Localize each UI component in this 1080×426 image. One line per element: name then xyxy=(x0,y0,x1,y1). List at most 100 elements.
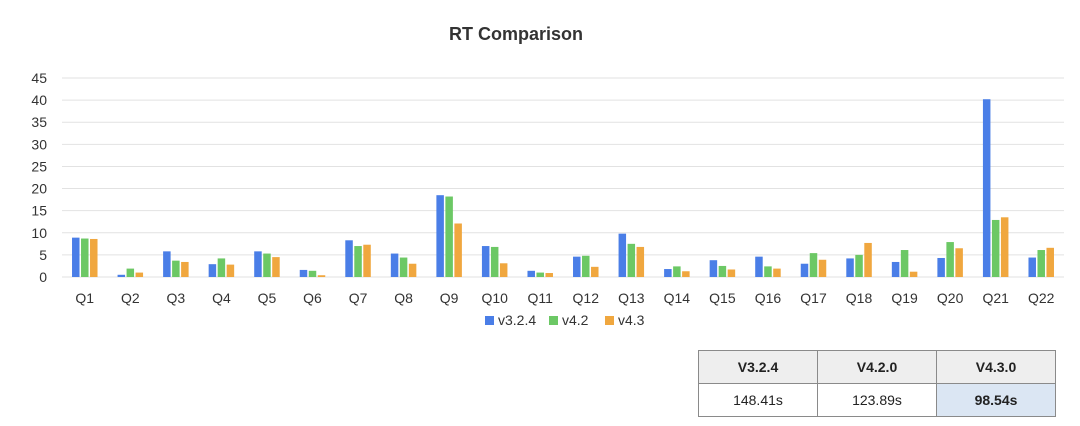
x-tick-label: Q22 xyxy=(1028,290,1055,306)
bar xyxy=(135,272,144,277)
bar xyxy=(226,264,235,277)
bar xyxy=(591,266,599,277)
bar xyxy=(445,196,453,277)
summary-header-row: V3.2.4 V4.2.0 V4.3.0 xyxy=(698,350,1056,384)
bar xyxy=(627,243,636,277)
bar xyxy=(263,253,271,277)
x-tick-label: Q19 xyxy=(891,290,918,306)
bar xyxy=(208,264,217,277)
bar xyxy=(909,271,918,277)
legend: v3.2.4 v4.2 v4.3 xyxy=(485,312,645,328)
bar xyxy=(773,268,781,277)
x-tick-label: Q7 xyxy=(349,290,368,306)
x-tick-label: Q21 xyxy=(982,290,1009,306)
bar xyxy=(809,253,818,277)
bar xyxy=(1046,247,1054,277)
bar xyxy=(900,250,909,277)
bar xyxy=(454,223,462,277)
y-tick-label: 30 xyxy=(31,136,47,152)
x-tick-label: Q14 xyxy=(664,290,691,306)
bar xyxy=(126,268,135,277)
summary-header-v4-2-0: V4.2.0 xyxy=(817,350,937,384)
bar xyxy=(254,251,262,277)
x-tick-label: Q3 xyxy=(167,290,186,306)
bar xyxy=(582,255,590,277)
summary-value-v3-2-4: 148.41s xyxy=(698,383,818,417)
bar xyxy=(846,258,854,277)
bar xyxy=(800,263,809,277)
bar xyxy=(682,271,690,277)
bar xyxy=(163,251,171,277)
bar xyxy=(891,261,900,277)
x-tick-label: Q16 xyxy=(755,290,782,306)
summary-header-v3-2-4: V3.2.4 xyxy=(698,350,818,384)
summary-table: V3.2.4 V4.2.0 V4.3.0 148.41s 123.89s 98.… xyxy=(698,350,1056,417)
bar xyxy=(272,257,280,277)
bar xyxy=(664,269,672,277)
bar xyxy=(527,270,535,277)
bar xyxy=(764,266,772,277)
bar xyxy=(72,237,80,277)
legend-label: v4.2 xyxy=(562,312,589,328)
bar xyxy=(1028,257,1036,277)
chart-title: RT Comparison xyxy=(449,24,583,44)
x-axis-ticks: Q1 Q2 Q3 Q4 Q5 Q6 Q7 Q8 Q9 Q10 Q11 Q12 Q13 Q14 Q15 Q16 Q… xyxy=(75,290,1054,306)
legend-swatch xyxy=(605,316,614,325)
x-tick-label: Q8 xyxy=(394,290,413,306)
summary-value-v4-3-0: 98.54s xyxy=(936,383,1056,417)
x-tick-label: Q11 xyxy=(528,290,554,306)
bar xyxy=(317,275,326,277)
bar xyxy=(308,270,317,277)
bar xyxy=(536,272,544,277)
y-tick-label: 15 xyxy=(31,203,47,219)
bar xyxy=(345,240,353,277)
x-tick-label: Q2 xyxy=(121,290,140,306)
bar xyxy=(755,256,763,277)
x-tick-label: Q17 xyxy=(800,290,827,306)
bar xyxy=(618,233,627,277)
bar xyxy=(117,274,126,277)
bar xyxy=(90,238,98,277)
bar xyxy=(436,195,444,277)
bar xyxy=(727,269,736,277)
x-tick-label: Q6 xyxy=(303,290,322,306)
y-tick-label: 5 xyxy=(39,247,47,263)
legend-swatch xyxy=(549,316,558,325)
bar xyxy=(354,246,362,277)
bar xyxy=(181,261,189,277)
bar xyxy=(673,266,681,277)
bar xyxy=(399,257,408,277)
legend-label: v3.2.4 xyxy=(498,312,536,328)
bar xyxy=(390,253,399,277)
bar xyxy=(946,242,954,277)
summary-value-row: 148.41s 123.89s 98.54s xyxy=(698,383,1056,417)
bar xyxy=(499,263,508,277)
bar xyxy=(991,219,1000,277)
legend-label: v4.3 xyxy=(618,312,645,328)
bar xyxy=(573,256,581,277)
x-tick-label: Q15 xyxy=(709,290,736,306)
y-tick-label: 40 xyxy=(31,92,47,108)
x-tick-label: Q4 xyxy=(212,290,231,306)
y-tick-label: 20 xyxy=(31,181,47,197)
y-tick-label: 35 xyxy=(31,114,47,130)
x-tick-label: Q18 xyxy=(846,290,873,306)
grid-lines xyxy=(62,77,1064,278)
legend-swatch xyxy=(485,316,494,325)
x-tick-label: Q1 xyxy=(75,290,94,306)
y-tick-label: 0 xyxy=(39,269,47,285)
bar xyxy=(490,246,499,277)
bar xyxy=(81,238,89,277)
y-tick-label: 25 xyxy=(31,158,47,174)
summary-header-v4-3-0: V4.3.0 xyxy=(936,350,1056,384)
x-tick-label: Q13 xyxy=(618,290,645,306)
x-tick-label: Q5 xyxy=(258,290,277,306)
x-tick-label: Q9 xyxy=(440,290,459,306)
summary-value-v4-2-0: 123.89s xyxy=(817,383,937,417)
bar xyxy=(718,265,727,277)
bar xyxy=(864,242,872,277)
bar xyxy=(408,263,417,277)
bar xyxy=(172,260,180,277)
bar xyxy=(217,258,226,277)
